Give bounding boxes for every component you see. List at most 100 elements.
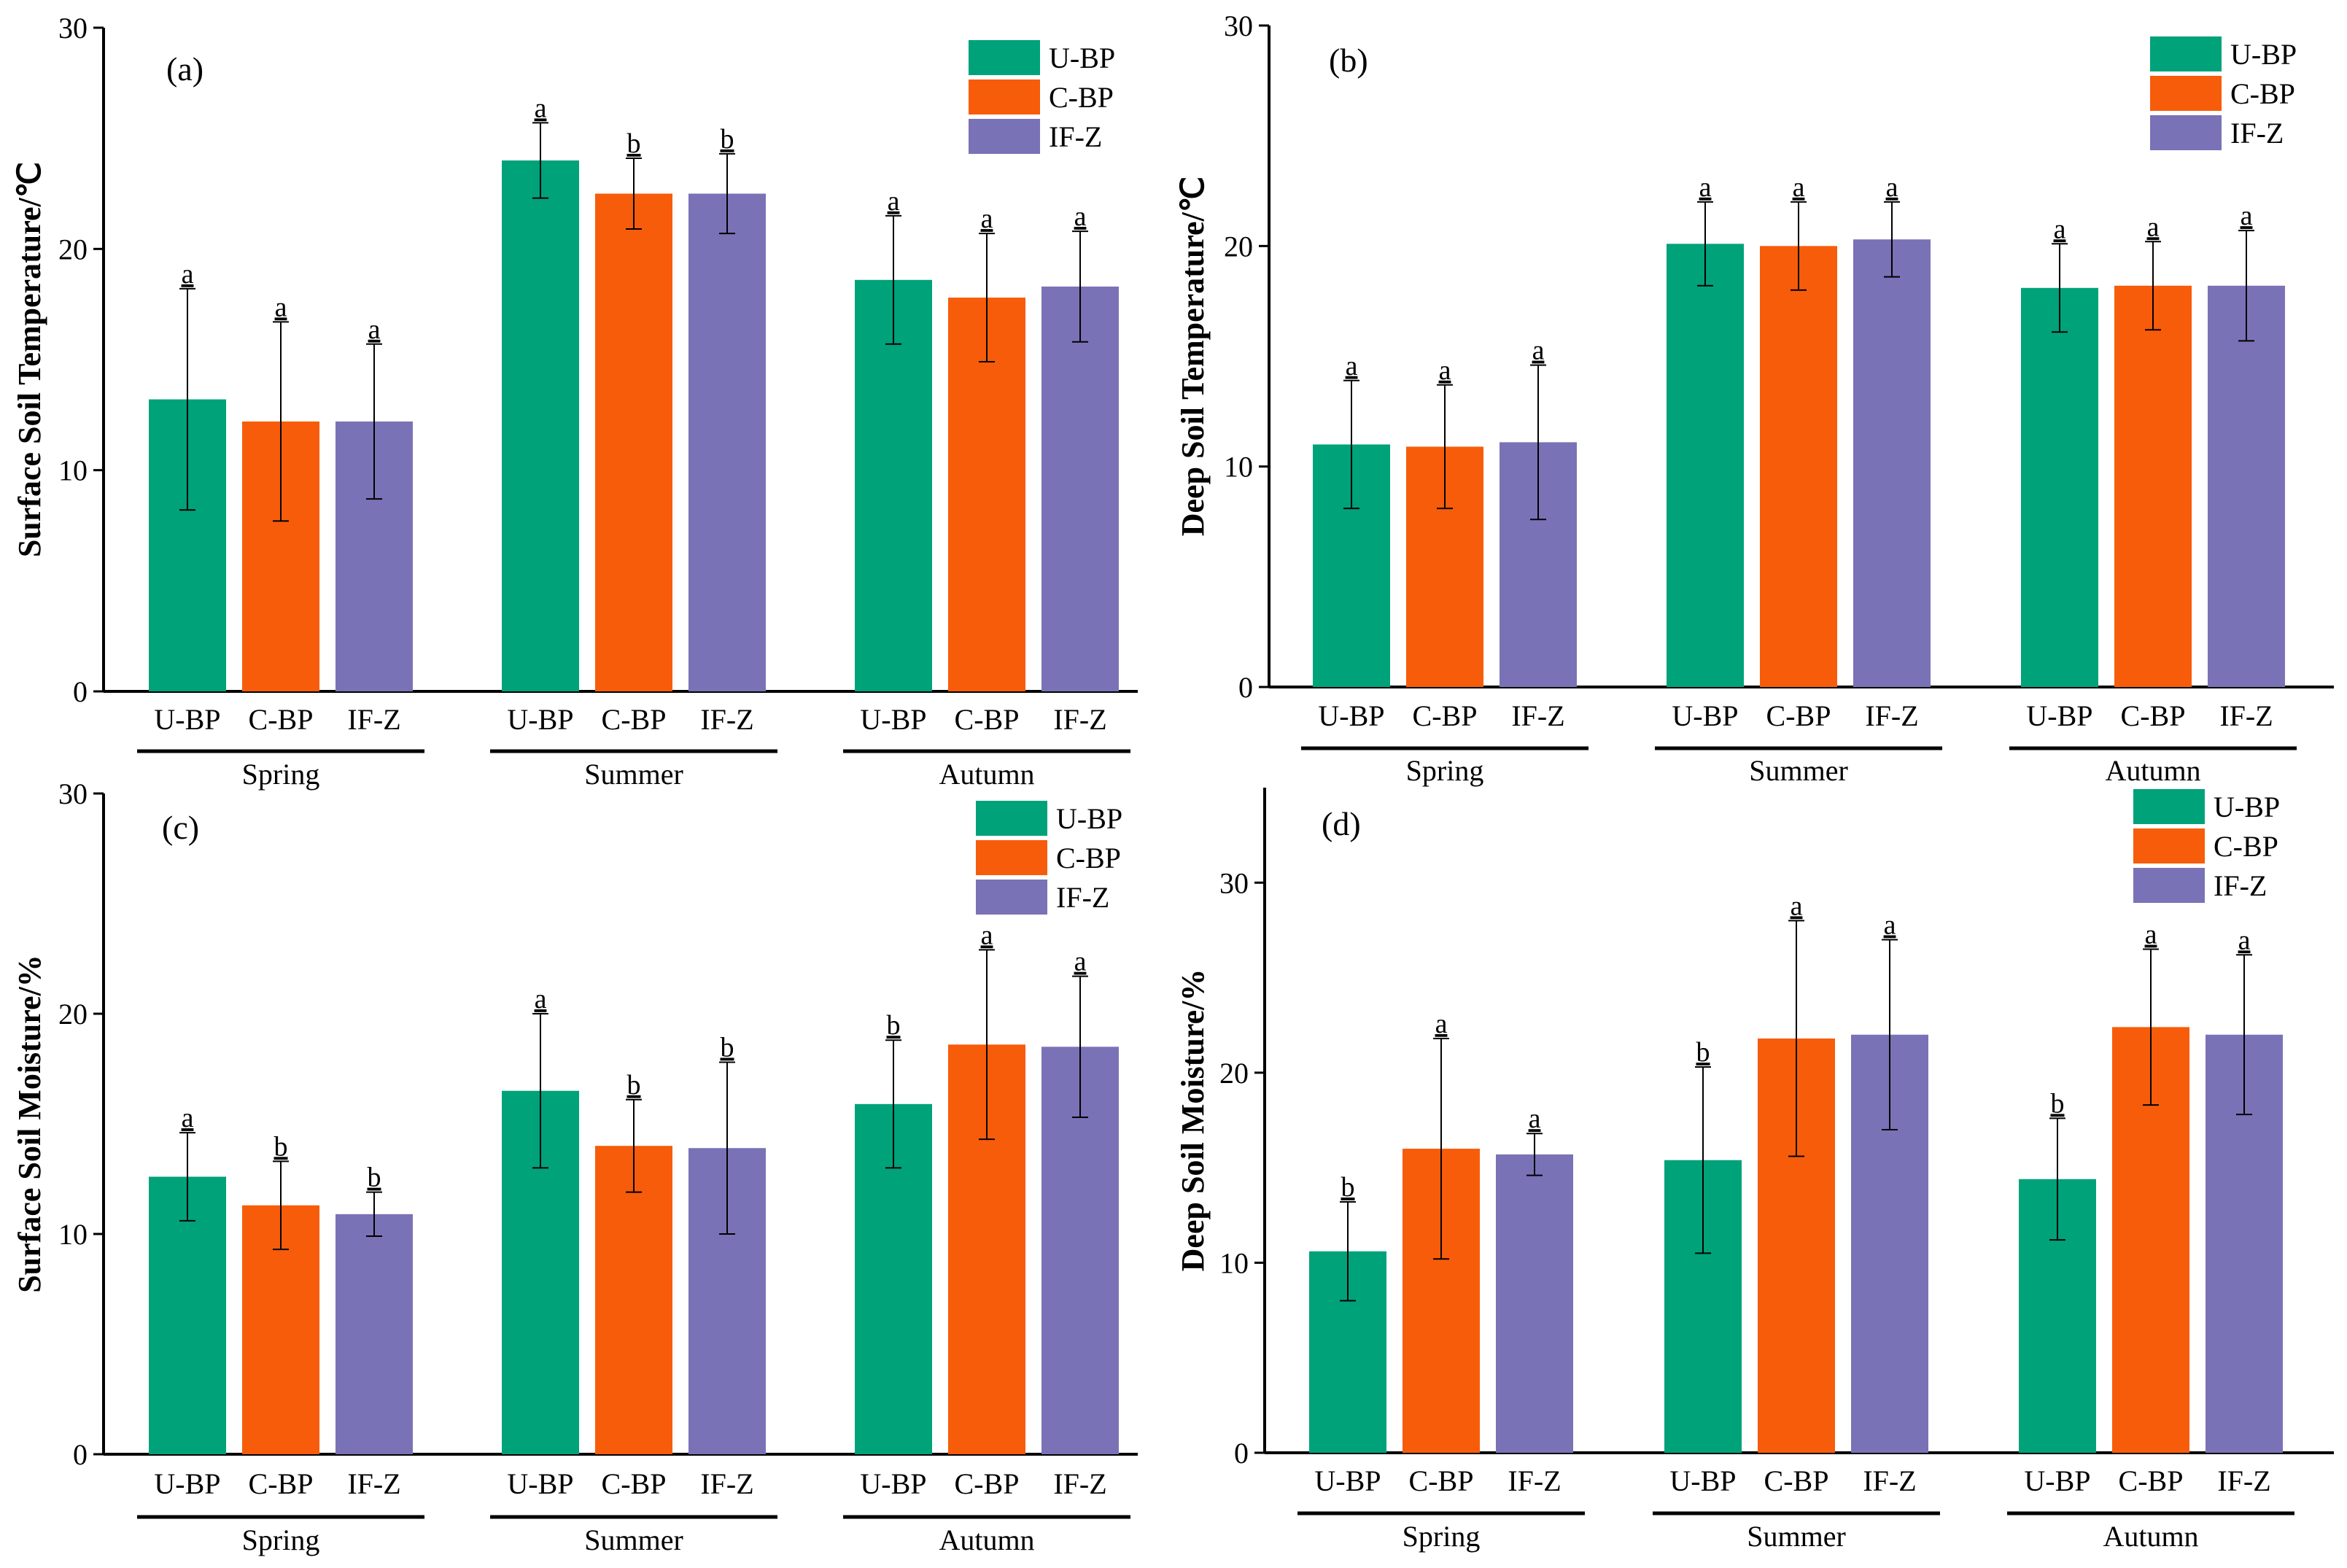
legend-swatch-c-bp bbox=[2133, 828, 2205, 863]
legend: U-BP C-BP IF-Z bbox=[2150, 36, 2297, 150]
y-tick-label: 0 bbox=[73, 675, 88, 708]
significance-letter: a bbox=[981, 203, 993, 234]
bar-c-bp bbox=[595, 1146, 672, 1454]
legend-label: C-BP bbox=[1056, 842, 1121, 874]
legend-label: C-BP bbox=[2230, 77, 2295, 110]
season-label: Spring bbox=[242, 758, 320, 791]
significance-letter: a bbox=[1074, 201, 1087, 232]
y-tick-label: 0 bbox=[1238, 671, 1253, 704]
season-label: Autumn bbox=[2105, 754, 2200, 787]
significance-letter: a bbox=[1435, 1009, 1448, 1039]
y-tick-label: 10 bbox=[58, 1218, 88, 1251]
panel-label: (d) bbox=[1322, 805, 1361, 842]
legend-swatch-u-bp bbox=[976, 801, 1047, 836]
significance-letter: a bbox=[535, 93, 547, 123]
bar-if-z bbox=[688, 193, 766, 691]
y-tick-label: 0 bbox=[1234, 1437, 1249, 1470]
legend-swatch-c-bp bbox=[2150, 76, 2222, 111]
category-label: C-BP bbox=[1766, 699, 1831, 732]
category-label: IF-Z bbox=[1508, 1464, 1561, 1497]
significance-letter: b bbox=[1341, 1172, 1355, 1203]
category-label: IF-Z bbox=[1053, 703, 1106, 736]
bar-c-bp bbox=[1760, 246, 1837, 687]
significance-letter: a bbox=[182, 1103, 194, 1133]
category-label: U-BP bbox=[507, 1467, 573, 1500]
legend-label: IF-Z bbox=[2230, 117, 2284, 150]
legend-swatch-c-bp bbox=[976, 840, 1047, 875]
category-label: IF-Z bbox=[1863, 1464, 1916, 1497]
legend: U-BP C-BP IF-Z bbox=[2133, 789, 2280, 903]
legend-swatch-if-z bbox=[976, 880, 1047, 915]
chart-panel-c: 0 10 20 30 Surface Soil Moisture/% (c) a U-BP b C… bbox=[12, 777, 1138, 1556]
season-label: Summer bbox=[1747, 1520, 1846, 1553]
bar-u-bp bbox=[2021, 287, 2098, 687]
category-label: C-BP bbox=[1409, 1464, 1474, 1497]
significance-letter: a bbox=[1884, 909, 1896, 940]
legend: U-BP C-BP IF-Z bbox=[976, 801, 1122, 915]
significance-letter: a bbox=[888, 186, 900, 217]
chart-panel-b: 0 10 20 30 Deep Soil Temperature/℃ (b) a U-BP a C… bbox=[1175, 9, 2334, 787]
legend: U-BP C-BP IF-Z bbox=[969, 40, 1115, 154]
significance-letter: a bbox=[535, 984, 547, 1014]
significance-letter: a bbox=[2241, 201, 2253, 231]
season-label: Summer bbox=[584, 1524, 683, 1556]
legend-label: U-BP bbox=[1056, 802, 1122, 835]
category-label: U-BP bbox=[1314, 1464, 1381, 1497]
significance-letter: a bbox=[1791, 890, 1803, 921]
category-label: IF-Z bbox=[347, 1467, 400, 1500]
category-label: U-BP bbox=[154, 703, 220, 736]
bar-u-bp bbox=[502, 160, 579, 691]
legend-label: IF-Z bbox=[1056, 881, 1109, 914]
category-label: C-BP bbox=[602, 703, 667, 736]
category-label: U-BP bbox=[2024, 1464, 2090, 1497]
significance-letter: b bbox=[368, 1163, 381, 1193]
significance-letter: b bbox=[721, 1032, 734, 1063]
y-tick-label: 10 bbox=[58, 454, 88, 487]
category-label: C-BP bbox=[1413, 699, 1478, 732]
bar-u-bp bbox=[855, 279, 932, 691]
season-label: Summer bbox=[1749, 754, 1848, 787]
significance-letter: a bbox=[2147, 211, 2160, 242]
panel-label: (a) bbox=[166, 50, 203, 88]
category-label: IF-Z bbox=[1511, 699, 1564, 732]
significance-letter: b bbox=[2051, 1088, 2065, 1119]
significance-letter: a bbox=[2145, 919, 2157, 950]
bar-u-bp bbox=[1667, 244, 1744, 687]
category-label: U-BP bbox=[860, 703, 926, 736]
legend-swatch-if-z bbox=[2150, 115, 2222, 150]
significance-letter: b bbox=[274, 1131, 288, 1162]
season-label: Spring bbox=[1406, 754, 1484, 787]
y-tick-label: 30 bbox=[1219, 866, 1249, 899]
significance-letter: a bbox=[1346, 351, 1358, 381]
significance-letter: a bbox=[1529, 1103, 1541, 1134]
bar-if-z bbox=[335, 1214, 413, 1454]
chart-panel-a: 0 10 20 30 Surface Soil Temperature/℃ (a) a U-B… bbox=[12, 12, 1138, 791]
legend-label: C-BP bbox=[1049, 81, 1114, 114]
category-label: U-BP bbox=[1318, 699, 1384, 732]
bar-if-z bbox=[1496, 1154, 1573, 1453]
y-tick-label: 20 bbox=[1219, 1057, 1249, 1090]
y-tick-label: 10 bbox=[1219, 1246, 1249, 1279]
legend-label: IF-Z bbox=[1049, 120, 1102, 153]
category-label: IF-Z bbox=[1865, 699, 1918, 732]
season-label: Autumn bbox=[939, 758, 1034, 791]
category-label: U-BP bbox=[1672, 699, 1738, 732]
season-label: Spring bbox=[242, 1524, 320, 1556]
bar-c-bp bbox=[595, 193, 672, 691]
season-label: Autumn bbox=[2103, 1520, 2198, 1553]
legend-swatch-u-bp bbox=[2150, 36, 2222, 71]
legend-label: C-BP bbox=[2214, 830, 2278, 863]
y-axis-label: Deep Soil Moisture/% bbox=[1175, 969, 1211, 1272]
legend-label: IF-Z bbox=[2214, 869, 2267, 902]
bar-if-z bbox=[2208, 285, 2285, 688]
significance-letter: b bbox=[627, 1070, 641, 1101]
y-axis-label: Surface Soil Moisture/% bbox=[12, 955, 47, 1293]
category-label: C-BP bbox=[249, 703, 314, 736]
category-label: C-BP bbox=[955, 1467, 1020, 1500]
category-label: C-BP bbox=[955, 703, 1020, 736]
bar-if-z bbox=[1041, 286, 1119, 691]
y-tick-label: 0 bbox=[73, 1438, 88, 1471]
significance-letter: a bbox=[1439, 355, 1451, 386]
category-label: C-BP bbox=[1764, 1464, 1829, 1497]
